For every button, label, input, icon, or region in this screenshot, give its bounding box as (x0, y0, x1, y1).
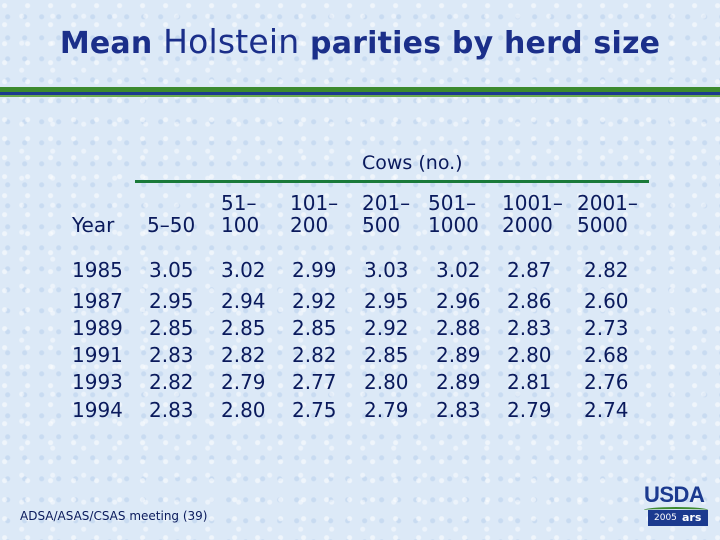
column-header-line2: 5000 (577, 213, 628, 237)
table-cell: 2.82 (149, 370, 194, 394)
column-header-line1: 51– (221, 191, 257, 215)
table-cell: 2.80 (507, 343, 552, 367)
column-header: 101– 200 (290, 192, 338, 236)
table-cell: 2.73 (584, 316, 629, 340)
table-cell: 2.79 (221, 370, 266, 394)
table-cell: 2.77 (292, 370, 337, 394)
column-header: 5–50 (147, 214, 195, 236)
slide-title: Mean Holstein parities by herd size (0, 22, 720, 61)
column-header-line1: 5–50 (147, 213, 196, 237)
table-cell: 2.85 (149, 316, 194, 340)
table-cell: 2.80 (364, 370, 409, 394)
table-cell: 3.02 (221, 258, 266, 282)
row-year: 1989 (72, 316, 123, 340)
column-header-line1: 2001– (577, 191, 638, 215)
row-year: 1994 (72, 398, 123, 422)
usda-hill-icon (644, 507, 708, 513)
table-cell: 2.81 (507, 370, 552, 394)
title-suffix: parities by herd size (310, 26, 661, 61)
table-cell: 2.83 (507, 316, 552, 340)
row-year: 1987 (72, 289, 123, 313)
row-year: 1985 (72, 258, 123, 282)
table-cell: 2.85 (221, 316, 266, 340)
table-cell: 2.86 (507, 289, 552, 313)
table-cell: 2.95 (364, 289, 409, 313)
table-cell: 3.03 (364, 258, 409, 282)
column-header: 1001– 2000 (502, 192, 563, 236)
table-cell: 2.79 (507, 398, 552, 422)
table-cell: 2.82 (584, 258, 629, 282)
usda-wordmark: USDA (644, 482, 705, 507)
group-header: Cows (no.) (362, 152, 463, 174)
table-cell: 2.74 (584, 398, 629, 422)
title-rule-blue (0, 92, 720, 95)
column-header-line1: 501– (428, 191, 477, 215)
table-cell: 2.85 (364, 343, 409, 367)
table-cell: 3.02 (436, 258, 481, 282)
table-cell: 2.92 (292, 289, 337, 313)
table-cell: 2.82 (292, 343, 337, 367)
title-rule-green (0, 87, 720, 92)
table-cell: 2.68 (584, 343, 629, 367)
column-header-line1: 101– (290, 191, 339, 215)
table-cell: 2.96 (436, 289, 481, 313)
column-header-line1: 1001– (502, 191, 563, 215)
table-cell: 2.80 (221, 398, 266, 422)
table-cell: 2.83 (149, 343, 194, 367)
table-cell: 3.05 (149, 258, 194, 282)
table-cell: 2.79 (364, 398, 409, 422)
logo-year: 2005 (654, 513, 677, 523)
table-cell: 2.83 (149, 398, 194, 422)
row-year: 1993 (72, 370, 123, 394)
column-header-line2: 2000 (502, 213, 553, 237)
table-cell: 2.76 (584, 370, 629, 394)
table-cell: 2.99 (292, 258, 337, 282)
table-cell: 2.94 (221, 289, 266, 313)
table-cell: 2.75 (292, 398, 337, 422)
table-cell: 2.95 (149, 289, 194, 313)
usda-logo: USDA 2005 ars (644, 482, 708, 528)
footer-note: ADSA/ASAS/CSAS meeting (39) (20, 509, 208, 523)
column-header: 2001– 5000 (577, 192, 638, 236)
column-header-line2: 100 (221, 213, 260, 237)
table-cell: 2.89 (436, 343, 481, 367)
table-cell: 2.89 (436, 370, 481, 394)
table-cell: 2.88 (436, 316, 481, 340)
title-prefix: Mean (59, 26, 153, 61)
table-cell: 2.82 (221, 343, 266, 367)
title-main: Holstein (163, 22, 300, 61)
column-header: 51– 100 (221, 192, 259, 236)
table-cell: 2.83 (436, 398, 481, 422)
group-header-rule (135, 180, 649, 183)
ars-icon: ars (682, 511, 702, 524)
table-cell: 2.60 (584, 289, 629, 313)
title-rule-green-thin (0, 95, 720, 97)
column-header-line2: 200 (290, 213, 329, 237)
table-cell: 2.85 (292, 316, 337, 340)
table-cell: 2.87 (507, 258, 552, 282)
column-header-line2: 500 (362, 213, 401, 237)
column-header-line1: 201– (362, 191, 411, 215)
table-cell: 2.92 (364, 316, 409, 340)
year-header: Year (72, 213, 115, 237)
row-year: 1991 (72, 343, 123, 367)
column-header-line2: 1000 (428, 213, 479, 237)
column-header: 501– 1000 (428, 192, 479, 236)
ars-badge: 2005 ars (648, 510, 708, 526)
column-header: 201– 500 (362, 192, 410, 236)
